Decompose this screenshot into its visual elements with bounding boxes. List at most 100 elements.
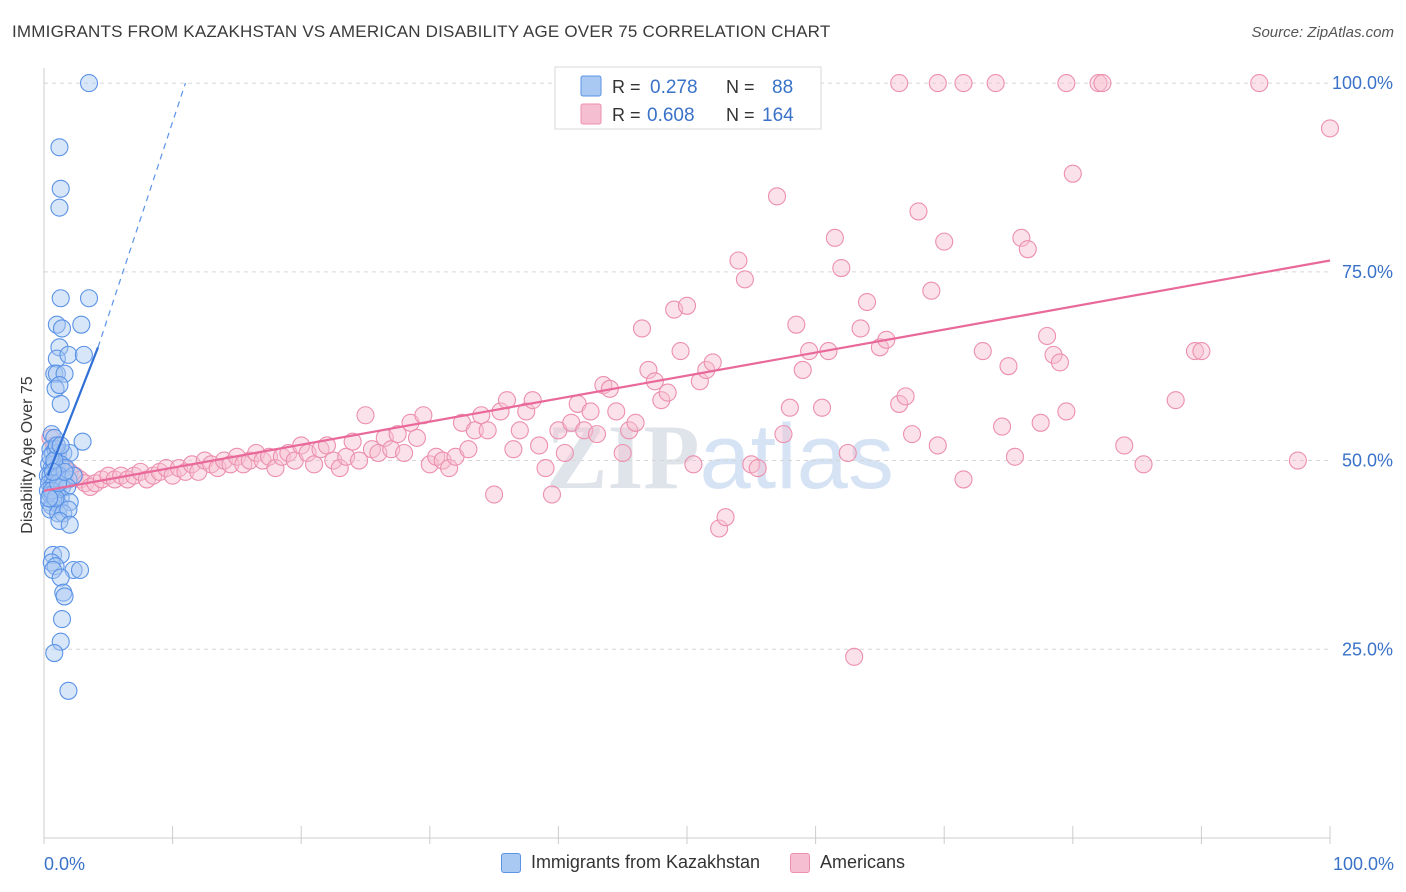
americans-point-142 [1018, 240, 1037, 259]
americans-point-118 [800, 342, 819, 361]
kazakhstan-point-7 [52, 319, 72, 338]
kazakhstan-point-57 [60, 493, 79, 512]
legend-r-label-pink: R = [612, 105, 641, 125]
x-tick-labels: 0.0% 100.0% [44, 854, 1394, 874]
americans-point-44 [305, 455, 324, 474]
legend-swatch-pink [580, 103, 602, 125]
kazakhstan-point-3 [50, 198, 69, 217]
kazakhstan-point-1 [50, 138, 69, 157]
americans-point-114 [774, 425, 793, 444]
kazakhstan-point-70 [70, 560, 90, 580]
kazakhstan-point-83 [46, 489, 65, 508]
americans-point-162 [1093, 74, 1112, 93]
americans-point-58 [395, 443, 414, 463]
americans-point-52 [356, 406, 375, 425]
americans-point-133 [922, 281, 941, 300]
americans-point-108 [716, 508, 735, 527]
americans-point-131 [902, 425, 922, 444]
kazakhstan-point-59 [49, 504, 68, 523]
series-legend: Immigrants from Kazakhstan Americans [0, 852, 1406, 873]
source-label: Source: ZipAtlas.com [1251, 24, 1394, 41]
kazakhstan-point-63 [60, 515, 79, 534]
kazakhstan-point-17 [50, 376, 69, 395]
americans-point-81 [542, 485, 562, 504]
americans-point-31 [221, 455, 240, 474]
americans-point-65 [440, 459, 459, 478]
kazakhstan-point-76 [45, 643, 64, 663]
legend-item-kazakhstan[interactable]: Immigrants from Kazakhstan [500, 852, 761, 873]
americans-point-92 [613, 443, 632, 463]
kazakhstan-point-2 [51, 179, 70, 198]
legend-r-value-blue: 0.278 [650, 77, 698, 98]
americans-point-145 [1044, 345, 1063, 364]
kazakhstan-point-18 [51, 394, 70, 413]
americans-point-151 [1166, 391, 1185, 410]
kazakhstan-point-10 [47, 349, 66, 368]
americans-point-72 [485, 485, 504, 504]
americans-point-159 [986, 74, 1005, 93]
americans-point-78 [523, 391, 542, 410]
americans-point-48 [330, 459, 349, 478]
americans-point-83 [555, 443, 574, 463]
americans-point-149 [1115, 436, 1134, 455]
americans-point-88 [587, 425, 607, 444]
y-tick-label-75: 75.0% [1342, 262, 1393, 282]
kazakhstan-point-73 [55, 587, 74, 606]
americans-point-121 [825, 228, 844, 247]
kazakhstan-point-86 [40, 489, 59, 508]
watermark-zip: ZIP [546, 406, 699, 508]
americans-point-127 [870, 338, 889, 357]
x-tick-label-min: 0.0% [44, 854, 85, 874]
kazakhstan-trend-line [46, 346, 100, 477]
americans-point-93 [620, 421, 639, 440]
americans-point-147 [1057, 402, 1076, 421]
americans-point-68 [459, 440, 478, 459]
americans-point-113 [767, 187, 787, 206]
americans-point-37 [259, 447, 279, 466]
kazakhstan-point-62 [50, 511, 69, 530]
americans-point-109 [729, 251, 748, 270]
americans-point-141 [1012, 228, 1031, 247]
trend-lines [43, 82, 1331, 492]
americans-point-144 [1038, 326, 1057, 346]
americans-point-110 [735, 270, 754, 289]
legend-item-americans[interactable]: Americans [790, 852, 905, 873]
americans-point-112 [748, 459, 767, 478]
americans-point-152 [1185, 342, 1205, 361]
americans-point-150 [1134, 455, 1153, 474]
stats-legend: R = 0.278 N = 88 R = 0.608 N = 164 [554, 66, 822, 130]
americans-point-156 [890, 74, 909, 93]
americans-point-122 [832, 258, 851, 278]
americans-point-106 [703, 353, 722, 372]
americans-point-116 [787, 315, 806, 334]
americans-point-94 [626, 413, 645, 432]
kazakhstan-point-5 [79, 289, 99, 308]
americans-point-123 [838, 443, 857, 463]
americans-point-91 [607, 402, 626, 421]
kazakhstan-point-14 [47, 364, 66, 383]
kazakhstan-point-15 [55, 364, 74, 383]
americans-point-87 [581, 402, 600, 421]
americans-points [41, 74, 1340, 666]
americans-point-57 [388, 425, 407, 444]
americans-point-79 [530, 436, 549, 455]
americans-point-130 [896, 387, 915, 406]
americans-point-77 [517, 402, 536, 421]
y-tick-label-100: 100.0% [1332, 73, 1393, 93]
legend-r-value-pink: 0.608 [647, 105, 695, 126]
kazakhstan-point-75 [51, 632, 70, 651]
americans-point-80 [536, 459, 555, 478]
kazakhstan-trend-extension [97, 82, 187, 348]
americans-point-99 [658, 383, 677, 402]
americans-point-102 [677, 296, 697, 315]
americans-point-107 [710, 519, 729, 538]
kazakhstan-point-0 [79, 74, 99, 93]
kazakhstan-point-4 [51, 289, 70, 308]
americans-point-137 [973, 342, 992, 361]
legend-label-kazakhstan: Immigrants from Kazakhstan [530, 852, 761, 872]
watermark-atlas: atlas [700, 406, 894, 508]
watermark: ZIPatlas [546, 406, 894, 508]
gridlines [44, 82, 1330, 650]
americans-point-71 [478, 421, 497, 440]
